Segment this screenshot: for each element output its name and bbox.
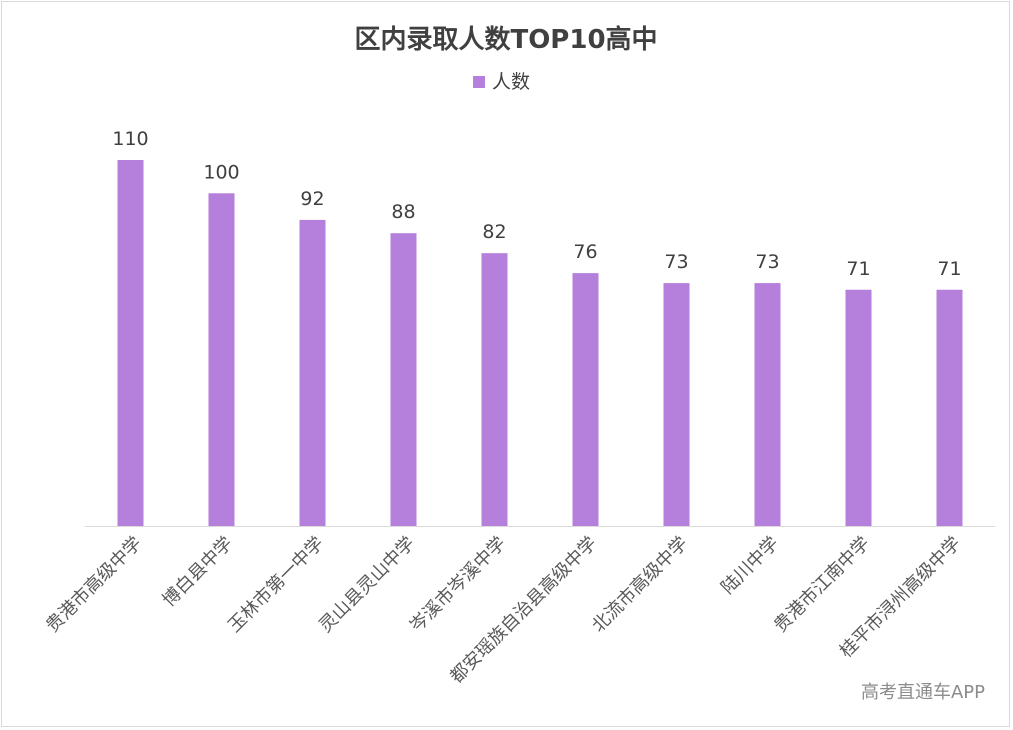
data-label: 100: [203, 161, 239, 183]
bar-5: [481, 253, 508, 526]
x-tick-label: 玉林市第一中学: [224, 533, 328, 637]
bar-10: [936, 289, 963, 526]
watermark-text: 高考直通车APP: [860, 682, 985, 703]
bar-7: [663, 283, 690, 526]
bar-8: [754, 283, 781, 526]
legend-swatch: [473, 76, 485, 88]
bar-4: [390, 233, 417, 526]
x-tick-label: 岑溪市岑溪中学: [406, 533, 510, 637]
x-tick-label: 都安瑶族自治县高级中学: [446, 533, 601, 688]
data-label: 71: [846, 258, 870, 280]
x-tick-label: 灵山县灵山中学: [315, 533, 419, 637]
data-label: 88: [391, 201, 415, 223]
data-label: 92: [300, 188, 324, 210]
legend-entry: 人数: [492, 71, 530, 93]
data-label: 73: [755, 251, 779, 273]
bar-1: [117, 160, 144, 526]
data-label: 73: [664, 251, 688, 273]
x-tick-label: 陆川中学: [717, 533, 783, 599]
data-label: 71: [937, 258, 961, 280]
chart-title: 区内录取人数TOP10高中: [354, 24, 657, 55]
bar-2: [208, 193, 235, 527]
bar-6: [572, 273, 599, 526]
bar-3: [299, 219, 326, 526]
data-label: 76: [573, 241, 597, 263]
x-tick-label: 贵港市高级中学: [42, 533, 146, 637]
x-tick-label: 贵港市江南中学: [770, 533, 874, 637]
data-label: 110: [112, 128, 148, 150]
data-label: 82: [482, 221, 506, 243]
bar-9: [845, 289, 872, 526]
x-tick-label: 博白县中学: [159, 533, 237, 611]
x-tick-label: 北流市高级中学: [588, 533, 692, 637]
